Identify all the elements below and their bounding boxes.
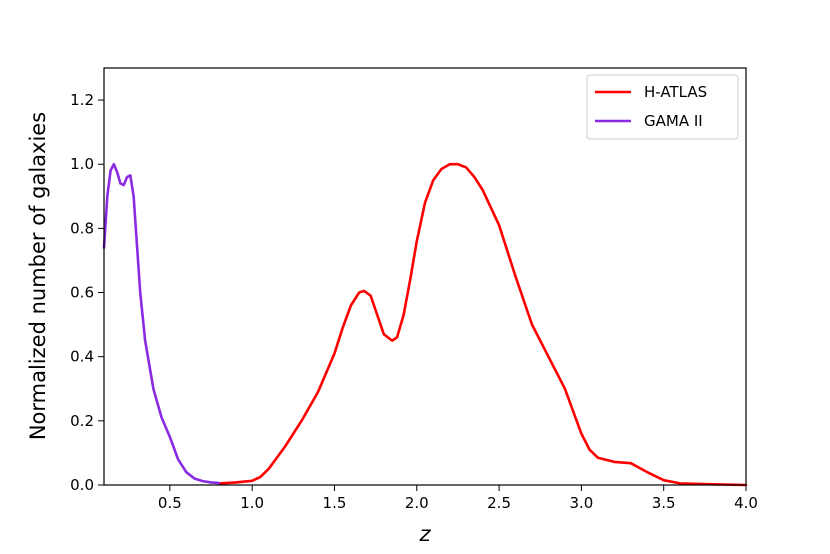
- legend-label-h-atlas: H-ATLAS: [644, 83, 707, 101]
- x-tick-label: 4.0: [734, 494, 758, 512]
- x-tick-label: 1.0: [240, 494, 264, 512]
- y-axis-label: Normalized number of galaxies: [26, 112, 50, 440]
- x-tick-label: 2.5: [487, 494, 511, 512]
- legend: H-ATLAS GAMA II: [586, 74, 739, 140]
- y-tick-label: 0.8: [70, 219, 94, 237]
- series-line-gama-ii: [102, 162, 221, 485]
- series-line-h-atlas: [217, 162, 748, 487]
- x-tick-label: 3.0: [569, 494, 593, 512]
- y-tick-label: 0.2: [70, 412, 94, 430]
- x-tick-label: 3.5: [652, 494, 676, 512]
- y-tick-label: 1.2: [70, 91, 94, 109]
- series-layer: [102, 162, 748, 487]
- x-tick-label: 0.5: [158, 494, 182, 512]
- y-axis: 0.0 0.2 0.4 0.6 0.8 1.0 1.2: [70, 91, 104, 494]
- plot-frame: [103, 67, 747, 486]
- y-tick-label: 0.6: [70, 284, 94, 302]
- x-axis-label: z: [418, 522, 431, 546]
- legend-label-gama-ii: GAMA II: [644, 112, 703, 130]
- y-tick-label: 1.0: [70, 155, 94, 173]
- x-axis: 0.5 1.0 1.5 2.0 2.5 3.0 3.5 4.0: [158, 485, 758, 512]
- y-tick-label: 0.0: [70, 476, 94, 494]
- y-tick-label: 0.4: [70, 348, 94, 366]
- x-tick-label: 1.5: [323, 494, 347, 512]
- x-tick-label: 2.0: [405, 494, 429, 512]
